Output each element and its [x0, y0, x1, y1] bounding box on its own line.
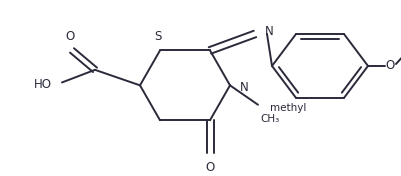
Text: O: O: [205, 161, 215, 174]
Text: S: S: [154, 30, 162, 43]
Text: HO: HO: [34, 78, 52, 91]
Text: O: O: [385, 59, 395, 73]
Text: methyl: methyl: [270, 103, 306, 113]
Text: O: O: [65, 30, 75, 43]
Text: CH₃: CH₃: [260, 114, 279, 124]
Text: N: N: [240, 81, 249, 94]
Text: N: N: [265, 24, 274, 37]
